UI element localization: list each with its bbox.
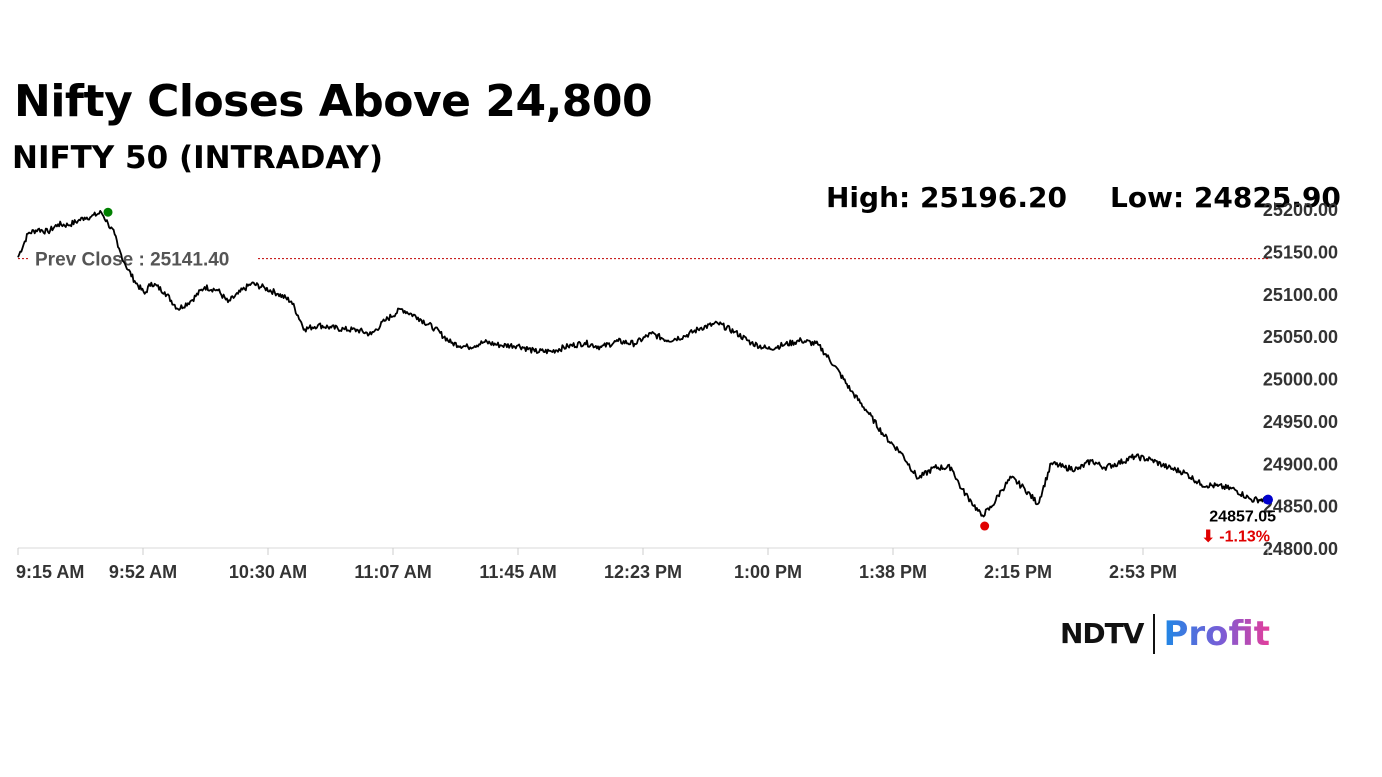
series-group [17, 210, 1269, 518]
prev-close-label: Prev Close : 25141.40 [35, 250, 229, 271]
x-tick-label: 10:30 AM [229, 562, 307, 582]
x-tick-label: 2:15 PM [984, 562, 1052, 582]
y-tick-label: 25100.00 [1263, 285, 1338, 305]
chart-subtitle: NIFTY 50 (INTRADAY) [12, 140, 384, 176]
y-tick-label: 25200.00 [1263, 200, 1338, 220]
y-tick-label: 25000.00 [1263, 370, 1338, 390]
y-axis: 25200.00 25150.00 25100.00 25050.00 25000.00… [1263, 200, 1338, 559]
x-tick-label: 9:52 AM [109, 562, 177, 582]
y-tick-label: 24800.00 [1263, 539, 1338, 559]
day-low-dot [980, 521, 990, 531]
y-tick-label: 24850.00 [1263, 497, 1338, 517]
day-high-dot [103, 207, 113, 217]
prev-close-group: Prev Close : 25141.40 [18, 244, 1268, 271]
x-tick-label: 1:00 PM [734, 562, 802, 582]
y-tick-label: 25150.00 [1263, 242, 1338, 262]
chart-title: Nifty Closes Above 24,800 [14, 76, 653, 127]
x-tick-label: 12:23 PM [604, 562, 682, 582]
logo-divider [1153, 614, 1156, 654]
y-tick-label: 25050.00 [1263, 327, 1338, 347]
nifty-price-line [17, 210, 1269, 518]
y-tick-label: 24900.00 [1263, 454, 1338, 474]
change-percent-label: ⬇ -1.13% [1201, 529, 1270, 546]
day-high-label: High: 25196.20 [826, 181, 1067, 214]
prev-close-label-bg [28, 244, 258, 271]
y-tick-label: 24950.00 [1263, 412, 1338, 432]
logo-ndtv-text: NDTV [1060, 617, 1144, 650]
markers-group: 24857.05 ⬇ -1.13% [103, 207, 1276, 546]
day-low-label: Low: 24825.90 [1110, 181, 1341, 214]
last-price-label: 24857.05 [1209, 509, 1276, 526]
x-tick-label: 11:07 AM [354, 562, 431, 582]
ndtv-profit-logo: NDTV Profit [1060, 612, 1270, 656]
logo-profit-text: Profit [1163, 614, 1270, 654]
x-tick-label: 1:38 PM [859, 562, 927, 582]
x-tick-label: 9:15 AM [16, 562, 84, 582]
x-tick-label: 11:45 AM [479, 562, 556, 582]
x-axis: 9:15 AM 9:52 AM 10:30 AM 11:07 AM 11:45 AM 12… [16, 547, 1269, 582]
last-price-dot [1263, 494, 1273, 505]
x-tick-label: 2:53 PM [1109, 562, 1177, 582]
